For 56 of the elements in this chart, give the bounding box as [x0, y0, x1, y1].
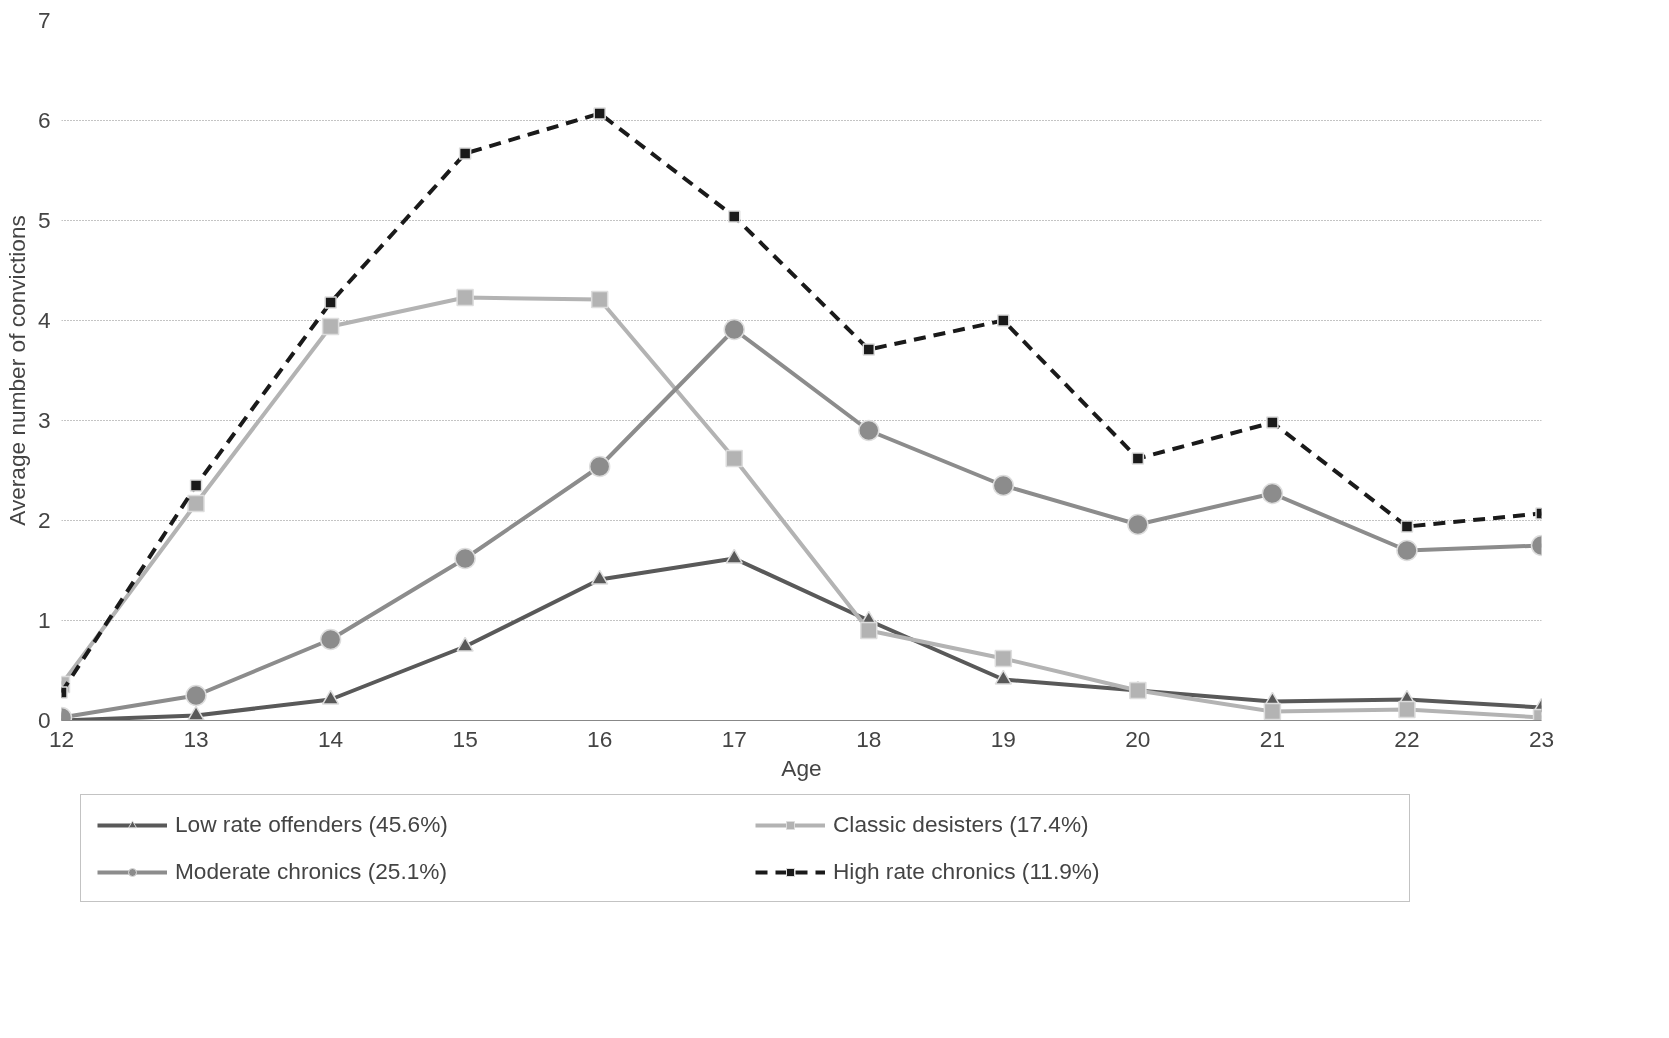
y-tick-label: 3: [37, 407, 51, 433]
x-tick-label: 16: [587, 725, 613, 752]
point: [321, 317, 340, 336]
legend-label: Classic desisters (17.4%): [832, 811, 1090, 838]
point: [994, 649, 1013, 668]
point: [588, 455, 611, 478]
x-tick-label: 13: [183, 725, 209, 752]
point: [1400, 520, 1414, 533]
point: [997, 314, 1010, 327]
point: [187, 494, 205, 513]
point: [725, 449, 743, 468]
y-tick-label: 1: [37, 607, 51, 633]
legend-label: Low rate offenders (45.6%): [174, 811, 449, 838]
point: [727, 210, 741, 223]
legend-label: High rate chronics (11.9%): [832, 858, 1101, 885]
point: [1263, 702, 1282, 721]
x-tick-label: 23: [1528, 725, 1555, 752]
x-tick-label: 12: [48, 725, 75, 752]
x-tick-label: 19: [990, 725, 1016, 752]
point: [1127, 513, 1149, 536]
x-tick-label: 15: [452, 725, 478, 752]
y-tick-label: 7: [37, 7, 51, 33]
point: [1131, 452, 1145, 465]
point: [593, 107, 606, 120]
point: [319, 628, 342, 651]
x-tick-label: 20: [1125, 725, 1151, 752]
y-tick-label: 2: [37, 507, 51, 533]
y-tick-label: 6: [37, 107, 51, 133]
point: [189, 479, 203, 492]
y-tick-label: 0: [37, 707, 51, 733]
point: [454, 547, 476, 570]
point: [1396, 539, 1418, 562]
point: [858, 419, 880, 442]
y-tick-label: 5: [37, 207, 51, 233]
legend-label: Moderate chronics (25.1%): [174, 858, 448, 885]
x-tick-label: 18: [856, 725, 882, 752]
y-tick-label: 4: [37, 307, 51, 333]
point: [324, 296, 337, 309]
x-tick-label: 21: [1259, 725, 1286, 752]
point: [860, 621, 878, 640]
point: [1129, 681, 1147, 700]
x-axis-title: Age: [781, 754, 822, 781]
y-axis-title: Average number of convictions: [3, 215, 30, 526]
x-tick-label: 14: [317, 725, 344, 752]
point: [992, 474, 1015, 497]
point: [590, 290, 609, 309]
point: [723, 318, 745, 341]
point: [456, 288, 474, 307]
point: [862, 343, 876, 356]
point: [458, 147, 472, 160]
point: [1266, 416, 1279, 429]
point: [1261, 482, 1284, 505]
x-tick-label: 17: [721, 725, 747, 752]
point: [1398, 700, 1416, 719]
point: [185, 684, 207, 707]
x-tick-label: 22: [1394, 725, 1420, 752]
